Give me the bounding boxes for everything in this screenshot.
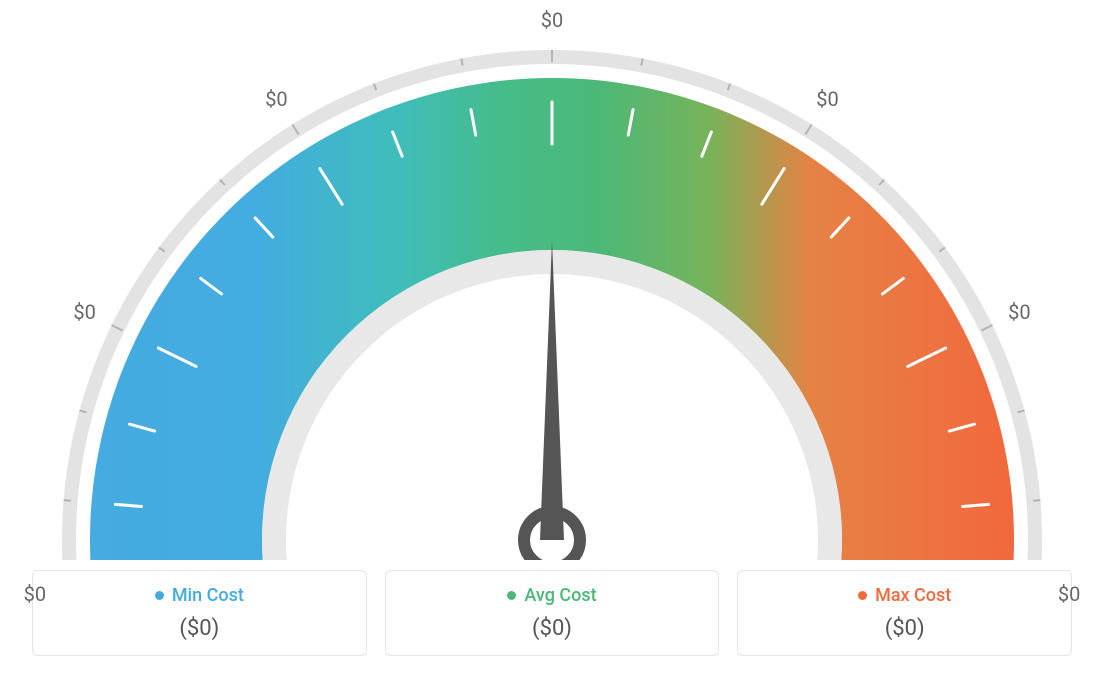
legend-label-min: Min Cost [172,585,244,606]
legend-title-min: Min Cost [33,585,366,606]
legend-card-max: Max Cost ($0) [737,570,1072,656]
gauge-tick-label: $0 [541,8,563,32]
legend-title-max: Max Cost [738,585,1071,606]
legend-row: Min Cost ($0) Avg Cost ($0) Max Cost ($0… [32,570,1072,656]
gauge-tick-label: $0 [1058,582,1080,606]
legend-value-avg: ($0) [386,616,719,641]
legend-dot-avg [507,591,516,600]
gauge-tick-label: $0 [265,87,287,111]
legend-label-avg: Avg Cost [524,585,596,606]
gauge-tick-label: $0 [24,582,46,606]
legend-card-min: Min Cost ($0) [32,570,367,656]
legend-card-avg: Avg Cost ($0) [385,570,720,656]
legend-dot-max [858,591,867,600]
gauge-tick-label: $0 [73,300,95,324]
legend-dot-min [155,591,164,600]
legend-label-max: Max Cost [875,585,951,606]
gauge-tick-label: $0 [816,87,838,111]
cost-gauge-chart: $0$0$0$0$0$0$0 [22,20,1082,560]
gauge-svg [22,20,1082,560]
gauge-tick-label: $0 [1008,300,1030,324]
legend-value-min: ($0) [33,616,366,641]
legend-title-avg: Avg Cost [386,585,719,606]
legend-value-max: ($0) [738,616,1071,641]
